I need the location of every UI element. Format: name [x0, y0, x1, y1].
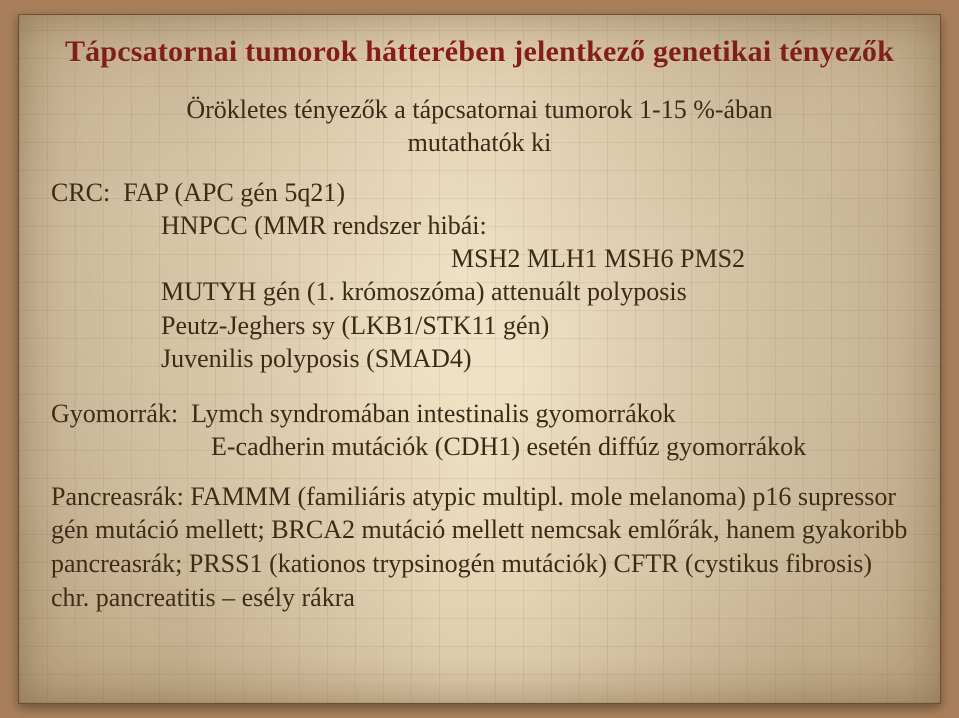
crc-peutz-jeghers: Peutz-Jeghers sy (LKB1/STK11 gén) [51, 309, 908, 342]
crc-fap: FAP (APC gén 5q21) [123, 178, 345, 207]
intro-line-2: mutathatók ki [51, 126, 908, 159]
gastric-block: Gyomorrák: Lymch syndromában intestinali… [51, 397, 908, 464]
gastric-line-1: Gyomorrák: Lymch syndromában intestinali… [51, 397, 908, 430]
crc-block: CRC: FAP (APC gén 5q21) HNPCC (MMR rends… [51, 176, 908, 376]
crc-line-fap: CRC: FAP (APC gén 5q21) [51, 176, 908, 209]
pancreas-paragraph: Pancreasrák: FAMMM (familiáris atypic mu… [51, 480, 908, 615]
crc-mutyh: MUTYH gén (1. krómoszóma) attenuált poly… [51, 275, 908, 308]
gastric-label: Gyomorrák: [51, 399, 178, 428]
intro-block: Örökletes tényezők a tápcsatornai tumoro… [51, 93, 908, 160]
crc-label: CRC: [51, 178, 110, 207]
crc-hnpcc-genes: MSH2 MLH1 MSH6 PMS2 [51, 242, 908, 275]
gastric-ecadherin: E-cadherin mutációk (CDH1) esetén diffúz… [51, 430, 908, 463]
gastric-lymch: Lymch syndromában intestinalis gyomorrák… [191, 399, 676, 428]
slide-title: Tápcsatornai tumorok hátterében jelentke… [51, 35, 908, 69]
crc-juvenilis: Juvenilis polyposis (SMAD4) [51, 342, 908, 375]
crc-hnpcc: HNPCC (MMR rendszer hibái: [51, 209, 908, 242]
intro-line-1: Örökletes tényezők a tápcsatornai tumoro… [51, 93, 908, 126]
slide-paper: Tápcsatornai tumorok hátterében jelentke… [18, 14, 941, 704]
